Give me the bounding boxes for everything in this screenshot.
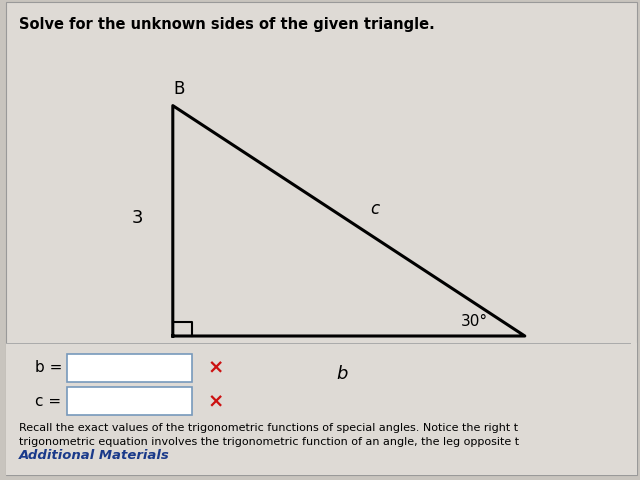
Text: b: b <box>337 365 348 384</box>
Text: c: c <box>370 200 379 218</box>
Text: b =: b = <box>35 360 63 375</box>
Text: 30°: 30° <box>461 314 488 329</box>
Bar <box>67 354 192 382</box>
Text: Recall the exact values of the trigonometric functions of special angles. Notice: Recall the exact values of the trigonome… <box>19 423 518 433</box>
Text: trigonometric equation involves the trigonometric function of an angle, the leg : trigonometric equation involves the trig… <box>19 437 519 447</box>
Text: ×: × <box>208 358 225 377</box>
Text: Solve for the unknown sides of the given triangle.: Solve for the unknown sides of the given… <box>19 17 435 32</box>
Text: c =: c = <box>35 394 61 409</box>
Text: 3: 3 <box>132 209 143 228</box>
Bar <box>6 343 637 475</box>
Text: ×: × <box>208 392 225 411</box>
Text: Additional Materials: Additional Materials <box>19 449 170 462</box>
Bar <box>67 387 192 415</box>
Text: B: B <box>173 80 185 98</box>
